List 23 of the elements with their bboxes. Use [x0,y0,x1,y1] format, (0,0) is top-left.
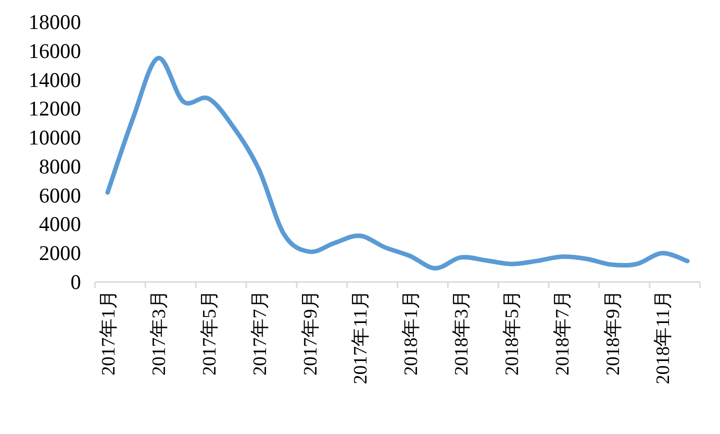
y-tick-label: 14000 [28,68,81,92]
x-tick-label: 2018年9月 [602,290,624,376]
y-tick-label: 0 [70,270,81,294]
y-tick-label: 16000 [28,38,81,63]
y-tick-label: 12000 [28,96,81,121]
y-tick-label: 4000 [39,212,81,236]
y-tick-label: 18000 [28,10,81,34]
x-tick-label: 2018年5月 [502,290,523,376]
x-tick-label: 2017年1月 [98,290,120,376]
x-tick-label: 2017年5月 [199,290,220,376]
x-tick-label: 2017年11月 [350,290,372,384]
x-tick-label: 2017年7月 [250,290,271,376]
x-tick-label: 2017年3月 [149,290,170,376]
y-tick-label: 2000 [39,241,81,266]
x-tick-label: 2017年9月 [300,290,322,376]
y-tick-label: 6000 [39,183,81,208]
x-tick-label: 2018年7月 [552,290,574,376]
line-series [105,56,690,271]
x-tick-label: 2018年3月 [452,290,473,376]
y-tick-label: 10000 [28,126,81,150]
x-tick-label: 2018年11月 [653,290,674,384]
x-tick-label: 2018年1月 [401,290,422,376]
y-tick-label: 8000 [39,154,81,178]
